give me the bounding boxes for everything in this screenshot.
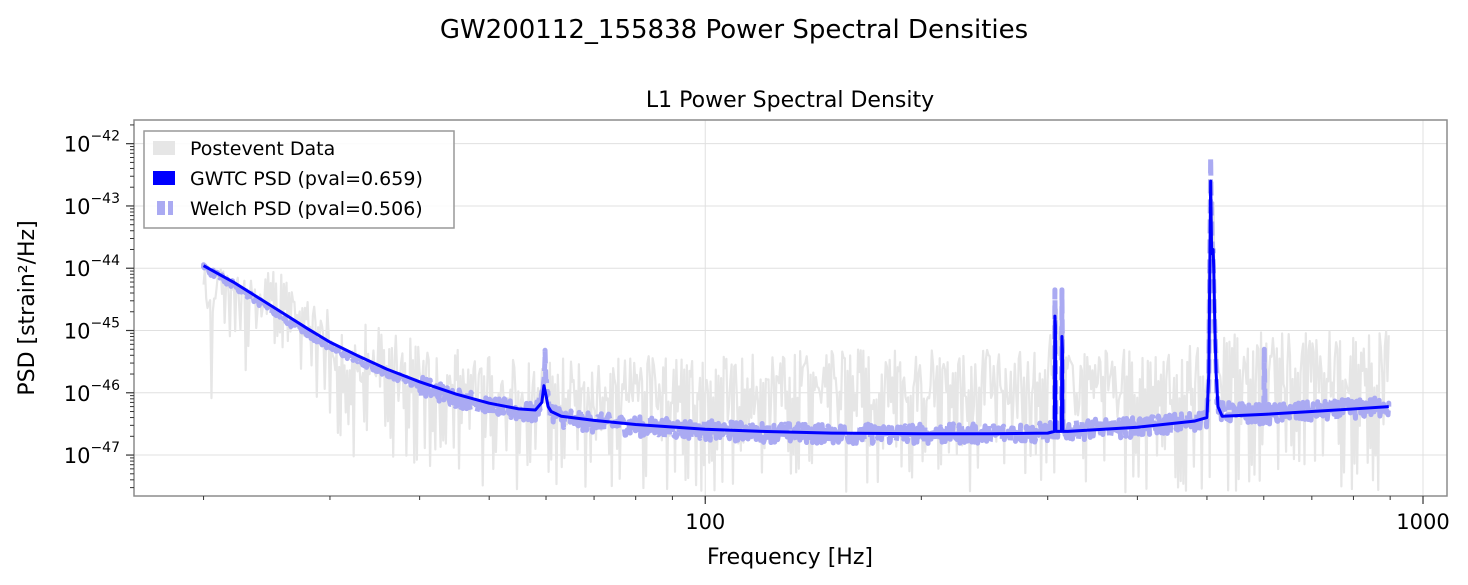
series-welch-psd bbox=[201, 154, 1392, 447]
y-axis-label: PSD [strain²/Hz] bbox=[15, 220, 40, 395]
y-tick-label: 10−42 bbox=[64, 129, 120, 157]
legend-swatch-postevent bbox=[153, 141, 175, 155]
legend-swatch-gwtc bbox=[153, 171, 175, 185]
figure-title: GW200112_155838 Power Spectral Densities bbox=[440, 15, 1028, 45]
legend-label: Welch PSD (pval=0.506) bbox=[190, 198, 423, 220]
chart-title: L1 Power Spectral Density bbox=[646, 88, 934, 113]
legend-label: Postevent Data bbox=[190, 138, 335, 160]
x-tick-label: 100 bbox=[685, 510, 725, 534]
y-tick-label: 10−45 bbox=[64, 316, 120, 344]
series-gwtc-psd bbox=[202, 179, 1389, 436]
y-tick-label: 10−43 bbox=[64, 191, 120, 219]
legend-swatch-welch bbox=[157, 201, 165, 215]
legend: Postevent Data GWTC PSD (pval=0.659) Welch… bbox=[143, 130, 455, 229]
legend-label: GWTC PSD (pval=0.659) bbox=[190, 168, 423, 190]
x-tick-label: 1000 bbox=[1396, 510, 1449, 534]
axes-frame bbox=[133, 119, 1448, 497]
x-axis-label: Frequency [Hz] bbox=[707, 545, 873, 570]
series-postevent-data bbox=[202, 201, 1390, 494]
y-tick-label: 10−47 bbox=[64, 440, 120, 468]
legend-swatch-welch-dash bbox=[168, 201, 173, 215]
legend-box bbox=[143, 130, 455, 229]
plot-area bbox=[201, 154, 1392, 494]
y-tick-label: 10−44 bbox=[64, 253, 120, 281]
axis-ticks: 100 1000 10−42 10−43 10−44 10−45 10−46 10−47 bbox=[64, 124, 1450, 534]
y-tick-label: 10−46 bbox=[64, 378, 120, 406]
